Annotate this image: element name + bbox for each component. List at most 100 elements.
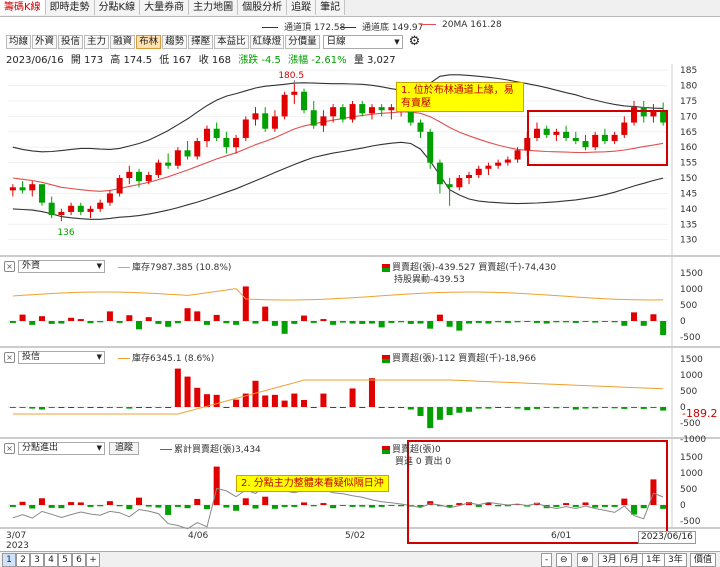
range-3y[interactable]: 3年 [664,553,687,567]
candle-body [650,110,657,117]
net-bar [436,407,443,420]
chevron-down-icon: ▼ [96,443,102,452]
current-date-label: 2023/06/16 [638,531,696,544]
net-bar [97,407,104,408]
foreign-panel-header: × 外資 ▼ [4,259,105,273]
chart-type-button[interactable]: 價值 [690,553,717,567]
net-bar [330,321,337,325]
tab-track[interactable]: 追蹤 [287,0,317,15]
btn-foreign[interactable]: 外資 [32,35,58,49]
zoom-out-icon[interactable]: ⊖ [556,553,572,567]
tab-realtime[interactable]: 即時走勢 [45,0,95,15]
zoom-out-button[interactable]: - [541,553,553,567]
page-6[interactable]: 6 [72,553,86,567]
candle-body [126,171,133,179]
tab-chip-kline[interactable]: 籌碼K線 [0,0,46,15]
zoom-in-icon[interactable]: ⊕ [577,553,593,567]
net-bar [601,321,608,322]
net-bar [388,407,395,408]
branch-select[interactable]: 分點進出 ▼ [18,441,105,455]
tab-main-map[interactable]: 主力地圖 [189,0,239,15]
net-bar [77,502,84,505]
bar-tick-label: 1000 [680,285,703,295]
net-bar [320,393,327,407]
annotation-note-1: 1. 位於布林通道上緣，易 有賣壓 [396,82,524,112]
net-bar [9,321,16,323]
bar-tick-label: 1000 [680,371,703,381]
range-6m[interactable]: 6月 [620,553,643,567]
close-icon[interactable]: × [4,442,15,454]
net-bar [174,368,181,407]
page-5[interactable]: 5 [58,553,72,567]
candle-body [475,168,482,175]
candle-body [446,184,453,188]
candle-body [38,184,45,203]
net-bar [281,400,288,407]
close-icon[interactable]: × [4,260,15,272]
net-bar [9,505,16,507]
candle-body [504,159,511,163]
price-tick-label: 170 [680,112,697,122]
candle-body [194,141,201,157]
net-bar [68,317,75,321]
tab-notes[interactable]: 筆記 [316,0,346,15]
net-bar [155,505,162,508]
line-swatch-icon [118,358,130,359]
track-button[interactable]: 追蹤 [109,441,140,455]
btn-pressure[interactable]: 擇壓 [188,35,214,49]
net-bar [368,321,375,324]
btn-trust[interactable]: 投信 [58,35,84,49]
page-3[interactable]: 3 [30,553,44,567]
add-page-button[interactable]: + [86,553,100,567]
btn-pe[interactable]: 本益比 [214,35,249,49]
net-bar [242,393,249,407]
net-bar [572,321,579,323]
branch-net: 買賣超(張)0 [382,442,441,455]
btn-bollinger[interactable]: 布林 [136,35,162,49]
gear-icon[interactable]: ⚙ [408,34,421,49]
net-bar [553,407,560,409]
tab-branch-kline[interactable]: 分點K線 [94,0,141,15]
foreign-select[interactable]: 外資 ▼ [18,259,105,273]
range-3m[interactable]: 3月 [598,553,621,567]
candle-body [310,110,317,126]
net-bar [310,407,317,408]
btn-margin[interactable]: 融資 [110,35,136,49]
net-bar [301,502,308,505]
net-bar [524,505,531,507]
net-bar [504,321,511,323]
btn-major[interactable]: 主力 [84,35,110,49]
net-bar [339,505,346,506]
btn-price-volume[interactable]: 分價量 [285,35,320,49]
net-bar [504,407,511,408]
net-bar [563,407,570,408]
btn-ma[interactable]: 均線 [6,35,32,49]
net-bar [203,505,210,510]
net-bar [572,505,579,507]
candle-body [165,162,172,166]
net-bar [339,407,346,408]
net-bar [165,321,172,327]
page-4[interactable]: 4 [44,553,58,567]
close-icon[interactable]: × [4,351,15,363]
btn-traffic-light[interactable]: 紅綠燈 [249,35,285,49]
price-tick-label: 140 [680,205,697,215]
net-bar [359,321,366,324]
tab-volume-broker[interactable]: 大量券商 [140,0,190,15]
price-tick-label: 160 [680,143,697,153]
net-bar [262,306,269,321]
candle-body [262,113,269,129]
net-bar [320,319,327,321]
trust-select[interactable]: 投信 ▼ [18,350,105,364]
net-bar [553,505,560,507]
tab-stock-analysis[interactable]: 個股分析 [238,0,288,15]
trust-inventory: 庫存6345.1 (8.6%) [118,351,214,364]
range-1y[interactable]: 1年 [642,553,665,567]
btn-trend[interactable]: 趨勢 [162,35,188,49]
net-bar [514,321,521,323]
price-chart: 180.5 136 [9,71,667,238]
page-2[interactable]: 2 [16,553,30,567]
net-bar [271,394,278,407]
page-1[interactable]: 1 [2,553,16,567]
period-select[interactable]: 日線 ▼ [322,35,403,49]
